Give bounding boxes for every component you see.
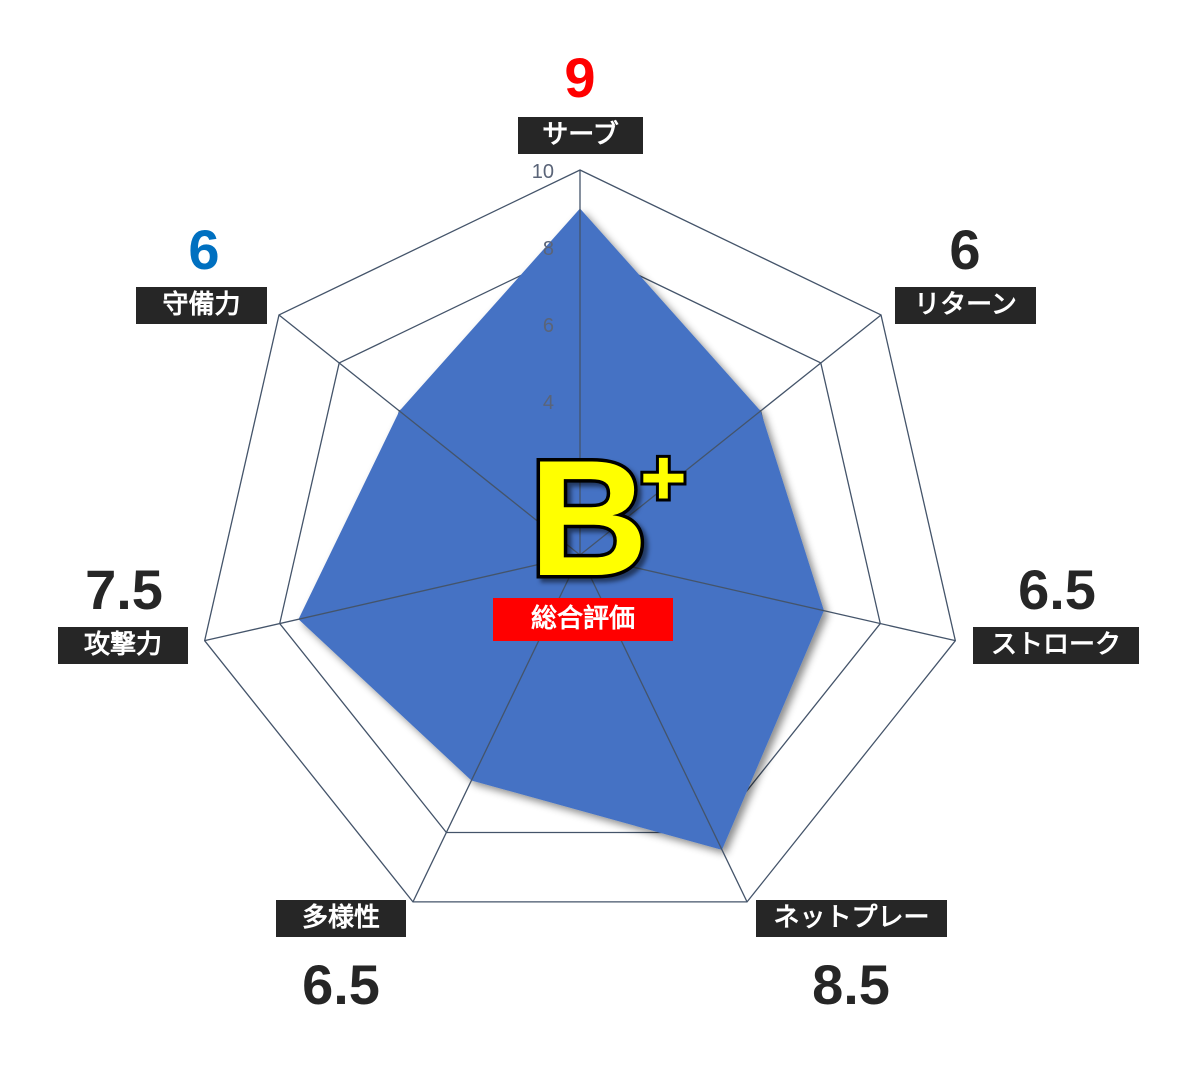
data-label: 6 bbox=[188, 218, 220, 281]
spoke-7 bbox=[278, 314, 581, 556]
spoke-2 bbox=[579, 314, 882, 556]
axis-label: ネットプレー bbox=[756, 900, 947, 937]
axis-label: 攻撃力 bbox=[58, 627, 188, 664]
grade-letter: B bbox=[529, 430, 648, 610]
tick-label: 6 bbox=[543, 315, 554, 337]
axis-label: サーブ bbox=[518, 117, 643, 154]
spoke-3 bbox=[579, 554, 956, 642]
data-label: 6.5 bbox=[1018, 558, 1096, 621]
data-label: 6 bbox=[949, 218, 981, 281]
grid-ring-10 bbox=[203, 169, 957, 903]
overall-grade-label: 総合評価 bbox=[493, 598, 673, 641]
tick-label: 8 bbox=[543, 238, 554, 260]
axis-label: 守備力 bbox=[136, 287, 267, 324]
spoke-6 bbox=[204, 554, 581, 642]
data-area-series bbox=[298, 208, 824, 850]
axis-label: 多様性 bbox=[276, 900, 406, 937]
axis-label: ストローク bbox=[973, 627, 1139, 664]
data-label: 8.5 bbox=[812, 953, 890, 1016]
data-label: 9 bbox=[564, 46, 596, 109]
data-label: 7.5 bbox=[85, 558, 163, 621]
data-label: 6.5 bbox=[302, 953, 380, 1016]
grade-modifier: + bbox=[640, 433, 687, 522]
axis-label: リターン bbox=[895, 287, 1036, 324]
overall-grade: B + bbox=[526, 430, 690, 610]
tick-label: 4 bbox=[543, 392, 554, 414]
grid-ring-8 bbox=[279, 246, 881, 834]
tick-label: 10 bbox=[532, 161, 554, 183]
